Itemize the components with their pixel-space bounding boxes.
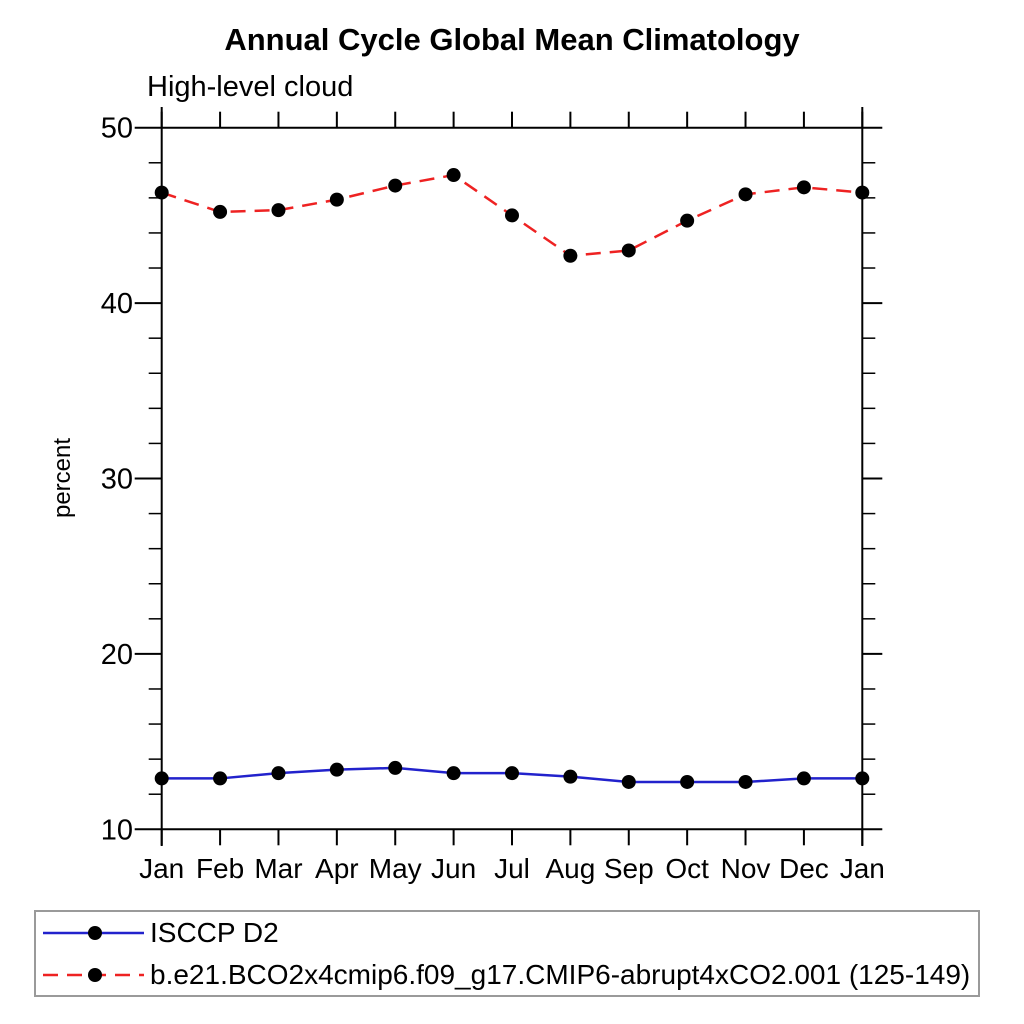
- x-ticks: [160, 111, 864, 846]
- legend-sample-marker-icon: [88, 925, 102, 940]
- data-point: [505, 208, 519, 223]
- data-point: [738, 187, 753, 202]
- x-tick-label: May: [369, 853, 422, 884]
- chart-title: Annual Cycle Global Mean Climatology: [224, 22, 800, 57]
- data-point: [446, 766, 461, 781]
- x-tick-label: Feb: [196, 853, 244, 884]
- legend-sample-marker-icon: [88, 967, 102, 982]
- data-point: [855, 185, 870, 200]
- legend-item-isccp: ISCCP D2: [41, 913, 978, 953]
- series-markers-0: [154, 760, 870, 789]
- x-tick-label: Dec: [779, 853, 829, 884]
- x-tick-label: Jul: [494, 853, 530, 884]
- x-tick-labels: Jan Feb Mar Apr May Jun Jul Aug Sep Oct Nov Dec Jan: [139, 853, 885, 884]
- data-point: [213, 771, 228, 786]
- y-tick-label: 30: [101, 464, 133, 496]
- data-point: [796, 771, 811, 786]
- data-point: [563, 248, 578, 263]
- data-point: [796, 180, 811, 195]
- x-tick-label: Apr: [315, 853, 359, 884]
- x-tick-label: Jan: [840, 853, 885, 884]
- plot-area: 10 20 30 40 50 Jan Feb Mar Apr May Jun Jul Aug Sep Oct…: [101, 107, 885, 884]
- y-axis-label: percent: [49, 438, 76, 518]
- data-point: [446, 168, 461, 183]
- legend-line-solid-icon: [43, 925, 144, 940]
- legend: ISCCP D2 b.e21.BCO2x4cmip6.f09_g17.CMIP6…: [34, 910, 980, 997]
- legend-item-model: b.e21.BCO2x4cmip6.f09_g17.CMIP6-abrupt4x…: [41, 955, 978, 995]
- data-point: [388, 760, 403, 775]
- y-tick-label: 40: [101, 288, 133, 320]
- data-point: [154, 185, 169, 200]
- legend-label-model: b.e21.BCO2x4cmip6.f09_g17.CMIP6-abrupt4x…: [150, 958, 971, 990]
- x-tick-label: Jun: [431, 853, 476, 884]
- data-point: [680, 774, 695, 789]
- chart-subtitle: High-level cloud: [147, 71, 354, 103]
- data-point: [329, 192, 344, 207]
- legend-line-dashed-icon: [43, 967, 144, 982]
- x-tick-label: Oct: [665, 853, 709, 884]
- y-tick-label: 20: [101, 639, 133, 671]
- legend-label-isccp: ISCCP D2: [150, 916, 279, 948]
- x-tick-label: Sep: [604, 853, 654, 884]
- y-tick-label: 50: [101, 113, 133, 145]
- y-minor-ticks: [148, 162, 876, 795]
- data-point: [154, 771, 169, 786]
- chart-svg: percent 10 20 30 40 50 Jan Feb Mar Apr May Jun Jul A…: [49, 107, 885, 884]
- data-point: [680, 213, 695, 228]
- data-point: [271, 766, 286, 781]
- data-point: [563, 769, 578, 784]
- data-point: [738, 774, 753, 789]
- data-point: [388, 178, 403, 193]
- x-tick-label: Nov: [721, 853, 771, 884]
- x-tick-label: Mar: [254, 853, 302, 884]
- x-tick-label: Jan: [139, 853, 184, 884]
- data-point: [271, 203, 286, 218]
- series-markers-1: [154, 168, 870, 263]
- data-point: [505, 766, 519, 781]
- data-point: [621, 774, 636, 789]
- data-point: [213, 204, 228, 219]
- y-major-ticks: [134, 126, 883, 831]
- data-point: [329, 762, 344, 777]
- data-point: [621, 243, 636, 258]
- x-tick-label: Aug: [545, 853, 595, 884]
- data-point: [855, 771, 870, 786]
- y-tick-labels: 10 20 30 40 50: [101, 113, 133, 847]
- y-tick-label: 10: [101, 814, 133, 846]
